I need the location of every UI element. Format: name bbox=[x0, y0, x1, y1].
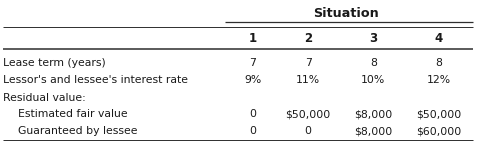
Text: 8: 8 bbox=[435, 58, 442, 68]
Text: 11%: 11% bbox=[296, 75, 320, 85]
Text: 10%: 10% bbox=[361, 75, 385, 85]
Text: $50,000: $50,000 bbox=[286, 109, 331, 119]
Text: 3: 3 bbox=[369, 32, 377, 45]
Text: 0: 0 bbox=[249, 109, 257, 119]
Text: Lease term (years): Lease term (years) bbox=[3, 58, 105, 68]
Text: $8,000: $8,000 bbox=[354, 109, 392, 119]
Text: Lessor's and lessee's interest rate: Lessor's and lessee's interest rate bbox=[3, 75, 187, 85]
Text: 8: 8 bbox=[370, 58, 377, 68]
Text: 7: 7 bbox=[249, 58, 257, 68]
Text: $50,000: $50,000 bbox=[416, 109, 461, 119]
Text: 4: 4 bbox=[434, 32, 442, 45]
Text: 1: 1 bbox=[249, 32, 257, 45]
Text: 0: 0 bbox=[249, 126, 257, 136]
Text: Residual value:: Residual value: bbox=[3, 93, 85, 103]
Text: Situation: Situation bbox=[313, 7, 379, 20]
Text: Estimated fair value: Estimated fair value bbox=[18, 109, 127, 119]
Text: 12%: 12% bbox=[426, 75, 450, 85]
Text: 0: 0 bbox=[305, 126, 312, 136]
Text: 9%: 9% bbox=[244, 75, 262, 85]
Text: 2: 2 bbox=[304, 32, 312, 45]
Text: $8,000: $8,000 bbox=[354, 126, 392, 136]
Text: 7: 7 bbox=[305, 58, 312, 68]
Text: $60,000: $60,000 bbox=[416, 126, 461, 136]
Text: Guaranteed by lessee: Guaranteed by lessee bbox=[18, 126, 137, 136]
